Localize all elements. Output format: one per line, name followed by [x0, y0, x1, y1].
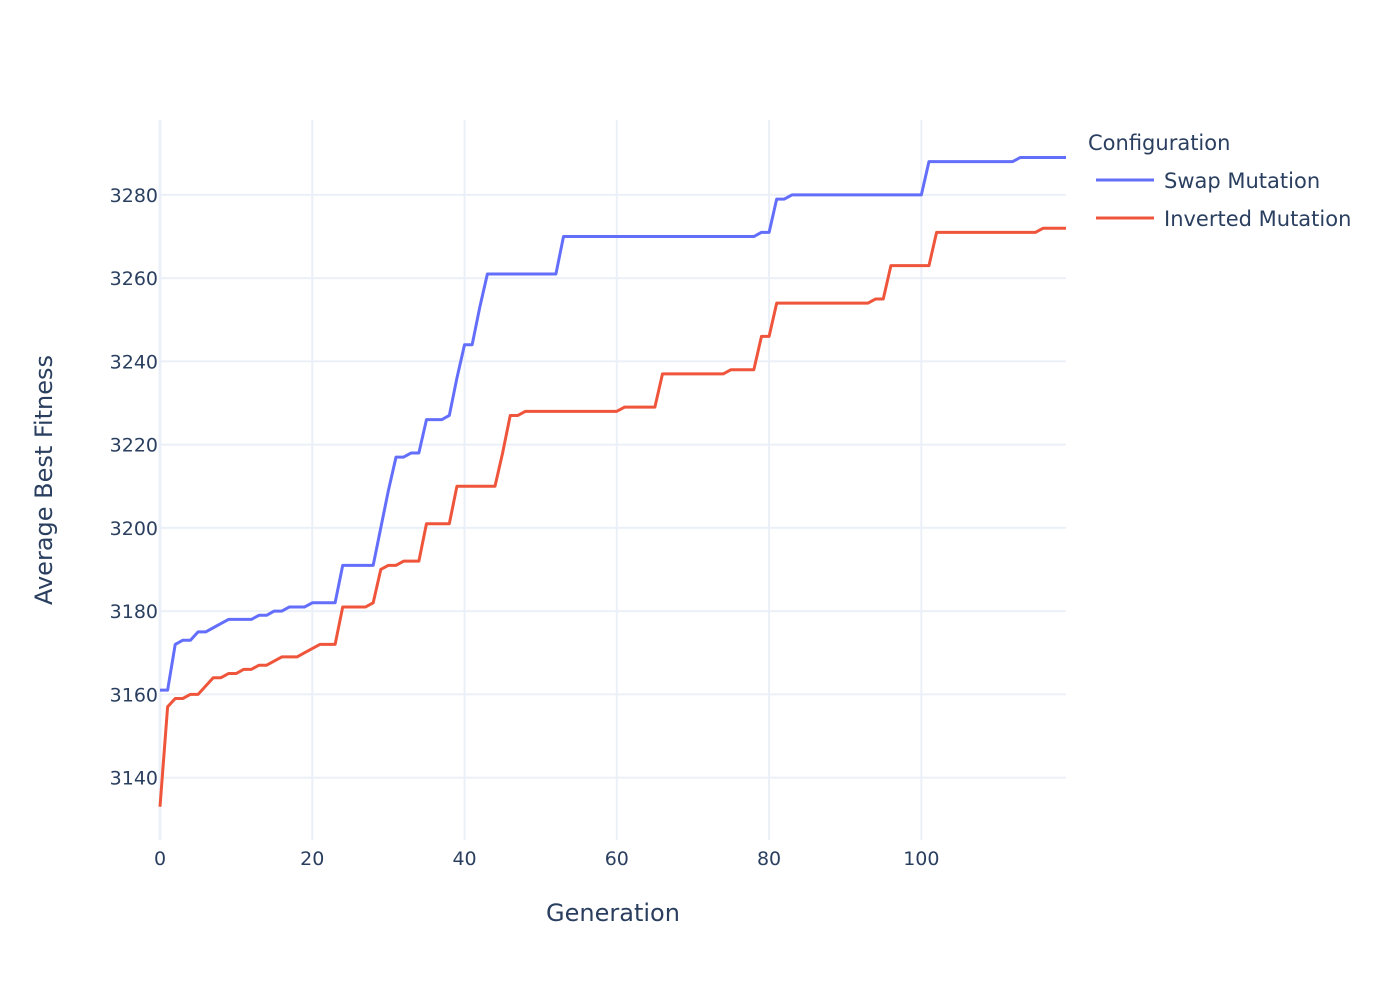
- x-tick-label-80: 80: [757, 848, 781, 870]
- x-tick-label-100: 100: [903, 848, 939, 870]
- y-tick-label-3140: 3140: [110, 768, 158, 790]
- series-line-swap-mutation[interactable]: [160, 155, 1066, 692]
- series-line-inverted-mutation[interactable]: [158, 226, 1066, 807]
- legend-item-swap-mutation[interactable]: Swap Mutation: [1096, 169, 1320, 193]
- legend: Configuration Swap Mutation Inverted Mut…: [1088, 131, 1351, 231]
- y-tick-label-3240: 3240: [110, 351, 158, 373]
- y-tick-label-3220: 3220: [110, 435, 158, 457]
- legend-label-inverted-mutation: Inverted Mutation: [1164, 207, 1351, 231]
- legend-label-swap-mutation: Swap Mutation: [1164, 169, 1320, 193]
- tick-layer: 0 20 40 60 80 100 3140 3160 3180 3200 3220 3240 3260…: [110, 185, 940, 870]
- x-tick-label-20: 20: [300, 848, 324, 870]
- x-axis-title: Generation: [546, 899, 680, 927]
- x-tick-label-0: 0: [154, 848, 166, 870]
- legend-title: Configuration: [1088, 131, 1230, 155]
- y-tick-label-3260: 3260: [110, 268, 158, 290]
- series-layer: [158, 155, 1066, 807]
- grid-layer: [158, 120, 1066, 840]
- y-tick-label-3160: 3160: [110, 684, 158, 706]
- y-tick-label-3280: 3280: [110, 185, 158, 207]
- y-tick-label-3200: 3200: [110, 518, 158, 540]
- x-tick-label-40: 40: [452, 848, 476, 870]
- y-tick-label-3180: 3180: [110, 601, 158, 623]
- legend-item-inverted-mutation[interactable]: Inverted Mutation: [1096, 207, 1351, 231]
- y-axis-title: Average Best Fitness: [30, 355, 58, 605]
- x-tick-label-60: 60: [605, 848, 629, 870]
